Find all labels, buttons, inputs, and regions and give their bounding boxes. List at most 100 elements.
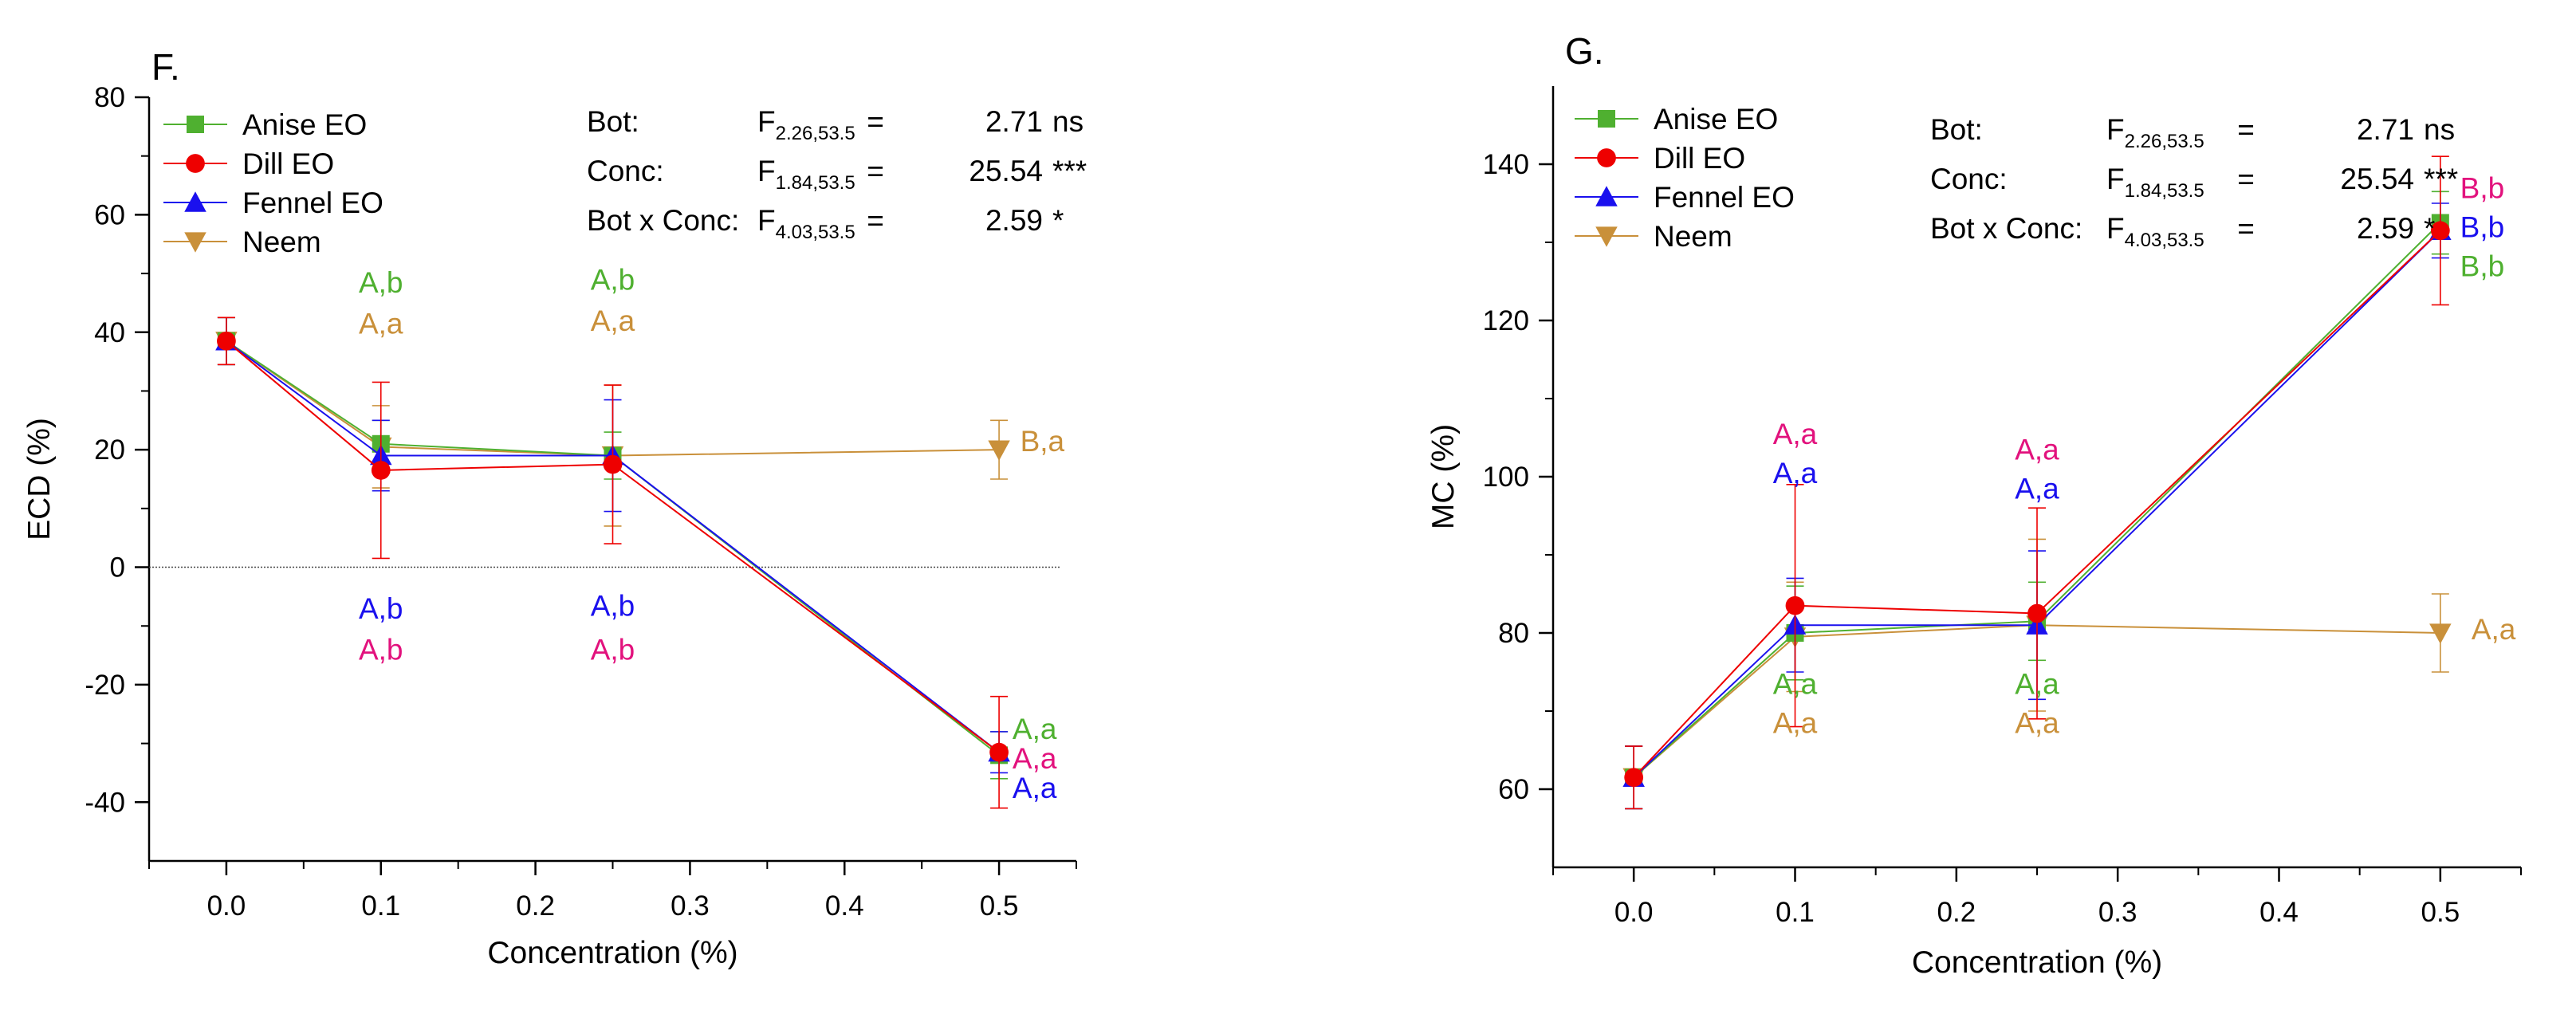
legend-marker <box>184 191 206 212</box>
stats-f-letter: F <box>757 105 776 138</box>
significance-letter: A,a <box>591 305 635 337</box>
g-x-axis-label: Concentration (%) <box>1912 945 2162 980</box>
f-legend: Anise EO Dill EO Fennel EO Neem <box>163 108 383 258</box>
stats-equals: = <box>2237 163 2255 195</box>
stats-df-subscript: 2.26,53.5 <box>776 123 855 144</box>
significance-letter: A,b <box>359 592 403 625</box>
stats-significance: ns <box>2424 113 2455 146</box>
f-y-tick-label: 40 <box>94 317 125 348</box>
significance-letter: B,b <box>2460 171 2505 204</box>
f-y-axis-label: ECD (%) <box>22 418 57 540</box>
significance-letter: A,a <box>2015 473 2059 505</box>
g-x-tick-label: 0.4 <box>2259 897 2299 928</box>
data-point <box>1624 768 1644 788</box>
significance-letter: A,b <box>359 634 403 666</box>
stats-equals: = <box>2237 212 2255 245</box>
legend-label: Anise EO <box>1654 103 1778 136</box>
stats-f-term: F1.84,53.5 <box>757 155 855 194</box>
stats-value: 25.54 <box>2340 163 2414 195</box>
g-x-tick-label: 0.0 <box>1614 897 1654 928</box>
stats-value: 2.59 <box>2357 212 2414 245</box>
g-y-tick-label: 120 <box>1483 305 1529 336</box>
series-line <box>1633 230 2441 778</box>
stats-f-term: F1.84,53.5 <box>2106 163 2204 202</box>
significance-letter: A,a <box>2015 668 2059 701</box>
stats-f-letter: F <box>757 204 776 237</box>
significance-letter: A,a <box>1773 668 1818 701</box>
series-line <box>226 340 1000 757</box>
data-point <box>2027 603 2047 623</box>
series-line <box>1633 230 2441 779</box>
stats-equals: = <box>2237 113 2255 146</box>
f-y-tick-label: 80 <box>94 82 125 113</box>
g-x-tick-label: 0.2 <box>1937 897 1976 928</box>
stats-equals: = <box>867 105 884 138</box>
legend-label: Dill EO <box>1654 142 1745 175</box>
g-y-tick-label: 80 <box>1498 618 1529 649</box>
panel-g-chart: 0.0 0.1 0.2 0.3 0.4 0.5 60 80 100 120 140 Concentra… <box>1426 30 2522 980</box>
significance-letter: A,b <box>591 634 635 666</box>
legend-label: Fennel EO <box>1654 181 1795 214</box>
legend-marker <box>1595 186 1618 206</box>
stats-f-letter: F <box>2106 212 2125 245</box>
f-x-tick-label: 0.5 <box>980 890 1019 922</box>
series-line <box>226 340 1000 753</box>
g-y-tick-label: 140 <box>1483 149 1529 180</box>
legend-label: Neem <box>1654 220 1732 253</box>
significance-letter: A,a <box>1013 742 1057 775</box>
f-y-tick-label: 0 <box>110 552 125 584</box>
stats-value: 2.59 <box>985 204 1043 237</box>
series-line <box>226 340 1000 753</box>
significance-letter: A,b <box>591 589 635 622</box>
g-x-tick-label: 0.3 <box>2098 897 2137 928</box>
f-y-tick-label: -40 <box>85 787 125 818</box>
stats-df-subscript: 4.03,53.5 <box>776 222 855 243</box>
legend-label: Fennel EO <box>242 187 383 219</box>
g-y-tick-label: 100 <box>1483 462 1529 493</box>
significance-letter: A,a <box>359 308 403 340</box>
stats-f-letter: F <box>2106 113 2125 146</box>
g-y-axis-label: MC (%) <box>1426 424 1461 529</box>
significance-letter: A,a <box>2472 613 2516 646</box>
significance-letter: A,b <box>591 263 635 296</box>
stats-f-letter: F <box>757 155 776 187</box>
legend-marker <box>184 232 206 253</box>
data-point <box>2429 623 2452 644</box>
stats-significance: *** <box>1052 155 1087 187</box>
stats-df-subscript: 1.84,53.5 <box>2125 180 2204 202</box>
legend-marker <box>1595 226 1618 247</box>
significance-letter: B,a <box>1021 425 1065 458</box>
significance-letter: A,b <box>359 266 403 299</box>
significance-letter: A,a <box>1773 418 1818 450</box>
f-series-dill <box>217 316 1009 809</box>
stats-value: 2.71 <box>985 105 1043 138</box>
significance-letter: A,a <box>1013 713 1057 745</box>
legend-marker <box>1597 148 1616 167</box>
f-x-tick-label: 0.3 <box>671 890 710 922</box>
stats-f-term: F4.03,53.5 <box>2106 212 2204 251</box>
stats-significance: *** <box>2424 163 2458 195</box>
stats-equals: = <box>867 204 884 237</box>
stats-value: 2.71 <box>2357 113 2414 146</box>
series-line <box>1633 624 2440 779</box>
f-x-tick-label: 0.1 <box>361 890 400 922</box>
legend-marker <box>187 116 204 133</box>
g-y-tick-label: 60 <box>1498 774 1529 805</box>
stats-value: 25.54 <box>969 155 1043 187</box>
data-point <box>988 440 1010 461</box>
f-significance-annotations: A,bA,aA,bA,aB,aA,bA,bA,bA,bA,aA,aA,a <box>359 263 1065 804</box>
stats-df-subscript: 4.03,53.5 <box>2125 230 2204 251</box>
significance-letter: A,a <box>2015 434 2059 466</box>
g-significance-annotations: A,a A,a A,a A,a A,a A,a A,a A,a A,a B,b B,b B,b <box>1773 171 2516 739</box>
f-y-tick-label: 60 <box>94 199 125 230</box>
stats-label: Conc: <box>1930 163 2008 195</box>
stats-significance: ns <box>1052 105 1083 138</box>
stats-df-subscript: 2.26,53.5 <box>2125 131 2204 152</box>
stats-equals: = <box>867 155 884 187</box>
significance-letter: B,b <box>2460 210 2505 243</box>
legend-label: Dill EO <box>242 147 334 180</box>
f-panel-label: F. <box>151 46 180 88</box>
legend-marker <box>186 154 205 173</box>
